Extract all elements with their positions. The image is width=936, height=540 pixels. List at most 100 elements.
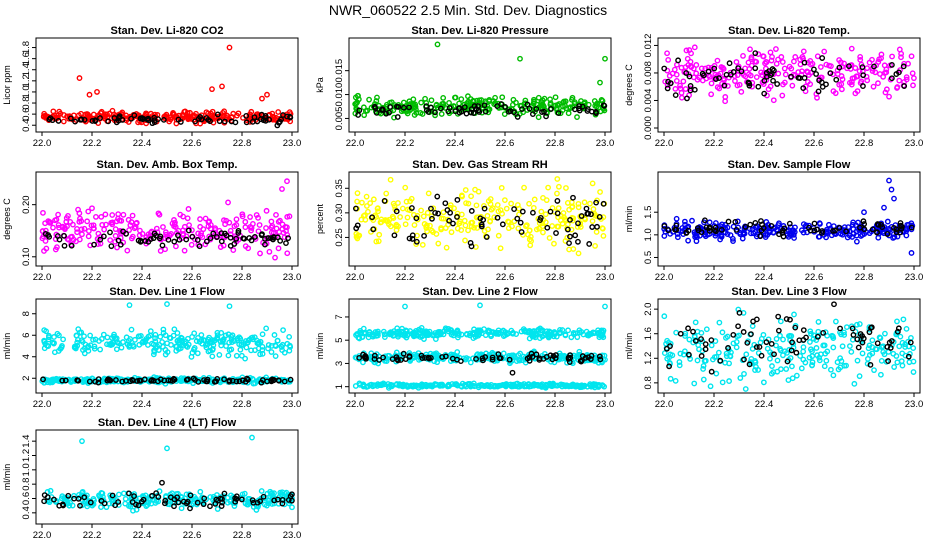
data-point [157, 233, 164, 240]
data-point [582, 216, 589, 223]
outlier-point [226, 44, 233, 51]
data-point [109, 212, 116, 218]
data-point [529, 111, 536, 118]
data-point [274, 234, 281, 241]
data-point [229, 377, 236, 384]
data-point [376, 231, 383, 238]
data-point [173, 243, 179, 250]
data-point [243, 344, 250, 351]
data-point [870, 83, 877, 90]
data-point [226, 347, 233, 353]
data-point [576, 107, 583, 114]
data-point [757, 233, 764, 240]
data-point [742, 224, 749, 230]
data-point [666, 72, 673, 79]
data-point [896, 77, 903, 84]
x-tick-label: 23.0 [905, 399, 924, 410]
data-point [363, 193, 370, 200]
data-point [456, 109, 463, 116]
data-point [775, 70, 782, 77]
data-point [137, 377, 144, 384]
data-point [145, 342, 151, 348]
data-point [212, 225, 219, 232]
data-point [374, 94, 380, 101]
data-point [776, 231, 782, 238]
data-point [688, 64, 695, 70]
data-point [171, 376, 178, 383]
data-point [54, 244, 60, 251]
data-point [575, 204, 582, 211]
data-point [116, 114, 123, 121]
data-point [461, 217, 468, 224]
data-point [360, 383, 367, 390]
data-point [411, 102, 417, 109]
data-point [160, 329, 167, 336]
data-point [526, 335, 533, 342]
y-axis-label: Licor ppm [2, 65, 12, 105]
data-point [692, 337, 699, 344]
data-point [185, 376, 191, 383]
outlier-point [164, 301, 170, 307]
data-point [281, 234, 288, 241]
data-point [169, 111, 176, 118]
data-point [547, 329, 554, 336]
data-point [906, 359, 913, 366]
data-point [61, 232, 67, 239]
data-point [272, 353, 279, 360]
data-point [458, 192, 465, 199]
data-point [278, 343, 285, 350]
data-point [396, 382, 403, 388]
data-point [225, 331, 232, 338]
data-point [569, 203, 576, 210]
data-point [89, 118, 96, 124]
x-tick-label: 23.0 [283, 138, 302, 149]
data-point [741, 356, 747, 363]
data-point [663, 345, 670, 352]
data-point [739, 235, 746, 242]
data-point [836, 225, 843, 231]
data-point [213, 234, 220, 240]
data-point [442, 225, 449, 231]
data-point [153, 225, 160, 232]
data-point [260, 117, 267, 124]
data-point [170, 332, 177, 339]
data-point [268, 224, 275, 231]
data-point [403, 198, 410, 205]
data-point [92, 378, 99, 385]
data-point [745, 59, 752, 66]
data-point [235, 228, 242, 234]
data-point [765, 86, 772, 93]
data-point [62, 377, 69, 384]
data-point [88, 222, 95, 229]
data-point [119, 378, 126, 385]
data-point [128, 115, 135, 122]
data-point [377, 219, 384, 226]
data-point [572, 106, 578, 113]
data-point [758, 69, 764, 76]
plot-frame [348, 171, 612, 267]
outlier-point [79, 438, 85, 445]
data-point [775, 313, 782, 320]
data-point [542, 211, 549, 218]
data-point [773, 46, 779, 52]
data-point [119, 111, 126, 118]
data-point [197, 223, 204, 230]
data-point [108, 219, 115, 226]
data-point [702, 357, 709, 364]
data-point [527, 233, 534, 240]
outlier-point [164, 445, 170, 452]
data-point [406, 235, 413, 242]
x-tick-label: 22.8 [546, 138, 565, 149]
data-point [81, 333, 87, 340]
data-point [700, 362, 707, 369]
data-point [557, 110, 564, 117]
data-point [150, 377, 157, 384]
data-point [891, 364, 898, 370]
data-point [574, 114, 580, 120]
data-point [800, 48, 807, 55]
data-point [716, 319, 723, 326]
data-point [797, 75, 803, 82]
data-point [705, 68, 712, 75]
x-tick-label: 23.0 [596, 272, 615, 283]
data-point [186, 222, 192, 229]
